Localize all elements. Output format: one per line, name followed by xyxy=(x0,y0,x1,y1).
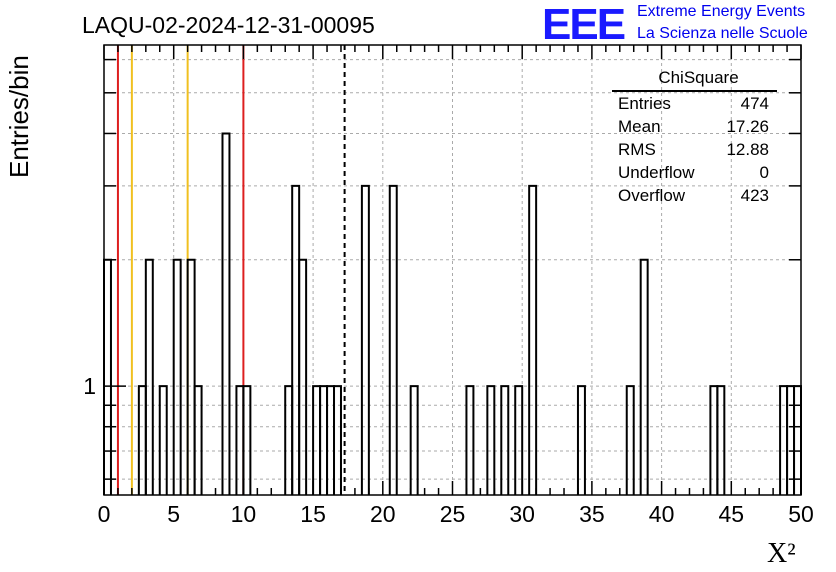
histogram-bar xyxy=(576,385,586,495)
histogram-bar xyxy=(360,184,370,495)
stats-value: 423 xyxy=(740,186,769,205)
stats-value: 17.26 xyxy=(726,117,769,136)
x-tick-label: 45 xyxy=(719,501,745,527)
histogram-bar xyxy=(500,385,510,495)
histogram-bar xyxy=(221,132,231,495)
axis-ticks xyxy=(103,45,802,495)
y-tick-label: 1 xyxy=(83,373,96,399)
stats-label: Overflow xyxy=(618,186,686,205)
eee-logo-mark: EEE xyxy=(542,0,626,49)
histogram-bar xyxy=(625,385,635,495)
stats-value: 12.88 xyxy=(726,140,769,159)
x-tick-label: 5 xyxy=(167,501,180,527)
grid-lines xyxy=(104,45,801,495)
chart-title: LAQU-02-2024-12-31-00095 xyxy=(82,12,375,38)
histogram-bar xyxy=(486,385,496,495)
x-tick-label: 0 xyxy=(98,501,111,527)
stats-row: Underflow 0 xyxy=(612,161,777,184)
x-tick-label: 40 xyxy=(649,501,675,527)
logo-line-2: La Scienza nelle Scuole xyxy=(637,25,808,42)
x-tick-label: 25 xyxy=(440,501,466,527)
histogram-bar xyxy=(242,385,252,495)
histogram-bar xyxy=(716,385,726,495)
stats-label: Mean xyxy=(618,117,661,136)
x-tick-label: 30 xyxy=(509,501,535,527)
histogram-bar xyxy=(388,184,398,495)
histogram-bar xyxy=(333,385,342,495)
x-tick-label: 35 xyxy=(579,501,605,527)
stats-value: 474 xyxy=(740,94,769,113)
stats-divider xyxy=(612,90,777,92)
histogram-bar xyxy=(158,385,168,495)
histogram-bar xyxy=(144,258,154,495)
stats-label: Underflow xyxy=(618,163,695,182)
x-tick-label: 10 xyxy=(231,501,257,527)
stats-label: RMS xyxy=(618,140,656,159)
x-tick-label: 50 xyxy=(788,501,814,527)
stats-value: 0 xyxy=(759,163,769,182)
x-tick-label: 20 xyxy=(370,501,396,527)
stats-row: Entries 474 xyxy=(612,92,777,115)
y-axis-label: Entries/bin xyxy=(4,55,34,178)
x-tick-label: 15 xyxy=(300,501,326,527)
stats-box: ChiSquare Entries 474 Mean 17.26 RMS 12.… xyxy=(612,68,777,207)
histogram-bar xyxy=(103,258,112,495)
histogram-bar xyxy=(298,258,308,495)
histogram-bars xyxy=(103,132,802,495)
histogram-bar xyxy=(514,385,524,495)
stats-label: Entries xyxy=(618,94,671,113)
x-axis-label: X² xyxy=(767,538,796,569)
stats-row: Mean 17.26 xyxy=(612,115,777,138)
stats-title: ChiSquare xyxy=(658,68,739,87)
histogram-bar xyxy=(193,385,203,495)
axis-tick-labels: 0 5 10 15 20 25 30 35 40 45 50 1 xyxy=(83,373,814,527)
histogram-bar xyxy=(409,385,419,495)
histogram-bar xyxy=(172,258,182,495)
histogram-bar xyxy=(465,385,475,495)
stats-row: Overflow 423 xyxy=(612,184,777,207)
histogram-bar xyxy=(186,258,196,495)
histogram-bar xyxy=(639,258,649,495)
histogram-bar xyxy=(528,184,538,495)
histogram-bar xyxy=(291,184,301,495)
stats-row: RMS 12.88 xyxy=(612,138,777,161)
logo-line-1: Extreme Energy Events xyxy=(637,3,806,20)
